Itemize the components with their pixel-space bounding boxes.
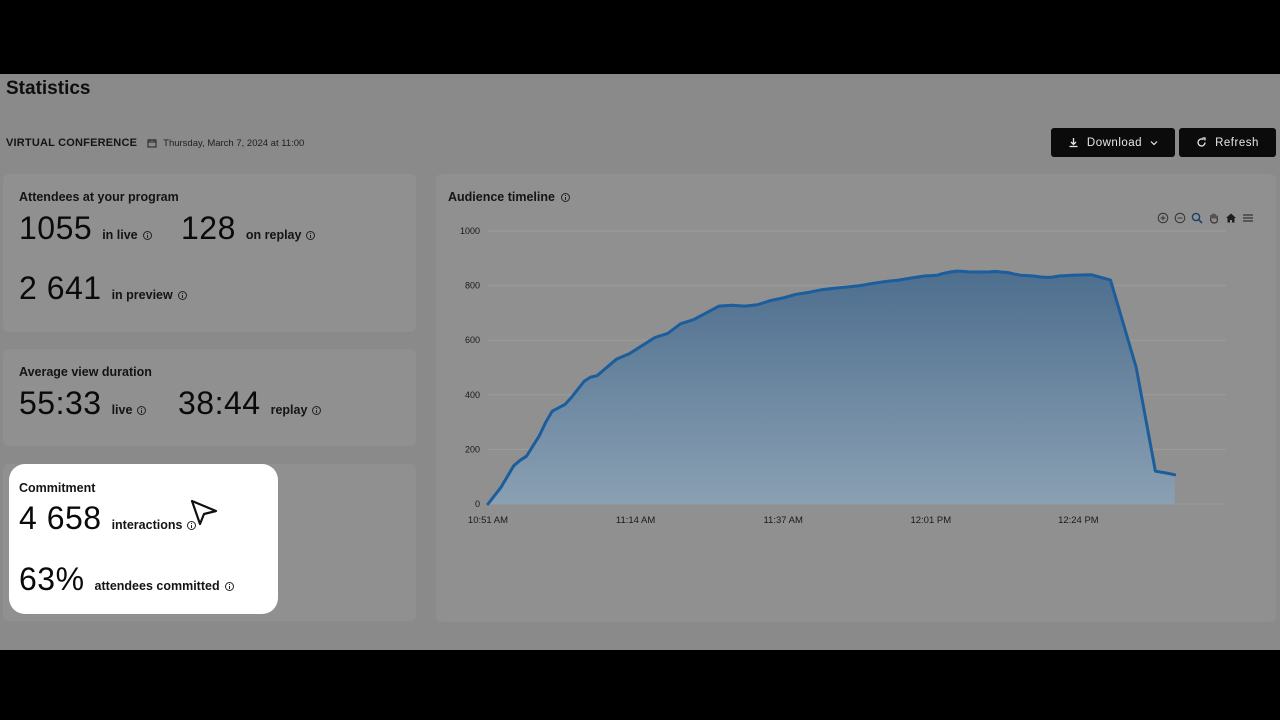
info-icon[interactable]	[312, 405, 322, 415]
interactions-stat: 4 658 interactions	[19, 500, 197, 537]
download-icon	[1069, 138, 1078, 148]
page-title: Statistics	[6, 78, 91, 99]
committed-value: 63%	[19, 561, 85, 597]
chevron-down-icon	[1150, 140, 1158, 145]
replay-duration-stat: 38:44 replay	[178, 385, 322, 422]
replay-attendees-label: on replay	[245, 228, 302, 242]
menu-icon[interactable]	[1241, 211, 1255, 225]
y-tick-label: 600	[465, 335, 480, 345]
download-label: Download	[1086, 136, 1143, 149]
home-reset-icon[interactable]	[1224, 211, 1238, 225]
y-tick-label: 400	[465, 390, 480, 400]
interactions-label: interactions	[111, 518, 183, 532]
event-date-text: Thursday, March 7, 2024 at 11:00	[163, 137, 305, 149]
info-icon[interactable]	[306, 230, 316, 240]
series-area	[488, 271, 1175, 504]
live-duration-label: live	[111, 403, 133, 417]
info-icon[interactable]	[560, 192, 570, 202]
live-attendees-stat: 1055 in live	[19, 210, 152, 247]
info-icon[interactable]	[187, 520, 197, 530]
x-tick-label: 12:24 PM	[1058, 515, 1099, 526]
x-tick-label: 11:37 AM	[763, 515, 803, 526]
pointer-cursor-icon	[190, 499, 218, 526]
statistics-screen: Statistics VIRTUAL CONFERENCE Thursday, …	[0, 74, 1280, 650]
refresh-button[interactable]: Refresh	[1179, 128, 1276, 157]
preview-attendees-stat: 2 641 in preview	[19, 270, 187, 307]
chart-toolbar	[1156, 211, 1255, 225]
x-tick-label: 11:14 AM	[616, 515, 656, 526]
interactions-value: 4 658	[19, 500, 102, 536]
info-icon[interactable]	[137, 405, 147, 415]
duration-label: Average view duration	[19, 365, 152, 379]
info-icon[interactable]	[177, 290, 187, 300]
calendar-icon	[147, 139, 157, 148]
live-attendees-label: in live	[102, 228, 138, 242]
pan-hand-icon[interactable]	[1207, 211, 1221, 225]
x-tick-label: 12:01 PM	[910, 515, 951, 526]
series-line	[486, 269, 1177, 506]
zoom-out-icon[interactable]	[1173, 211, 1187, 225]
y-tick-label: 200	[465, 444, 480, 454]
refresh-label: Refresh	[1215, 136, 1259, 149]
live-attendees-value: 1055	[19, 210, 93, 246]
refresh-icon	[1197, 137, 1206, 147]
live-duration-value: 55:33	[19, 385, 102, 421]
y-tick-label: 1000	[460, 226, 480, 236]
zoom-in-icon[interactable]	[1156, 211, 1170, 225]
duration-card	[3, 349, 416, 446]
zoom-selection-icon[interactable]	[1190, 211, 1204, 225]
event-name: VIRTUAL CONFERENCE	[6, 137, 138, 149]
event-info: VIRTUAL CONFERENCE Thursday, March 7, 20…	[6, 137, 304, 149]
commitment-label: Commitment	[19, 481, 96, 495]
x-tick-label: 10:51 AM	[468, 515, 508, 526]
y-tick-label: 0	[475, 499, 480, 509]
download-button[interactable]: Download	[1051, 128, 1175, 157]
chart-title-wrap: Audience timeline	[448, 190, 570, 204]
info-icon[interactable]	[142, 230, 152, 240]
audience-timeline-chart: 0 200 400 600 800 1000 10:51 AM 11:14 AM 11:37 A…	[460, 226, 1226, 526]
replay-attendees-value: 128	[181, 210, 236, 246]
live-duration-stat: 55:33 live	[19, 385, 147, 422]
replay-duration-label: replay	[270, 403, 308, 417]
attendees-card	[3, 174, 416, 332]
preview-attendees-label: in preview	[111, 288, 173, 302]
preview-attendees-value: 2 641	[19, 270, 102, 306]
y-tick-label: 800	[465, 281, 480, 291]
info-icon[interactable]	[224, 581, 234, 591]
replay-duration-value: 38:44	[178, 385, 261, 421]
chart-title: Audience timeline	[448, 190, 555, 204]
event-date: Thursday, March 7, 2024 at 11:00	[147, 138, 304, 149]
committed-stat: 63% attendees committed	[19, 561, 234, 598]
committed-label: attendees committed	[94, 579, 220, 593]
attendees-label: Attendees at your program	[19, 190, 179, 204]
replay-attendees-stat: 128 on replay	[181, 210, 316, 247]
